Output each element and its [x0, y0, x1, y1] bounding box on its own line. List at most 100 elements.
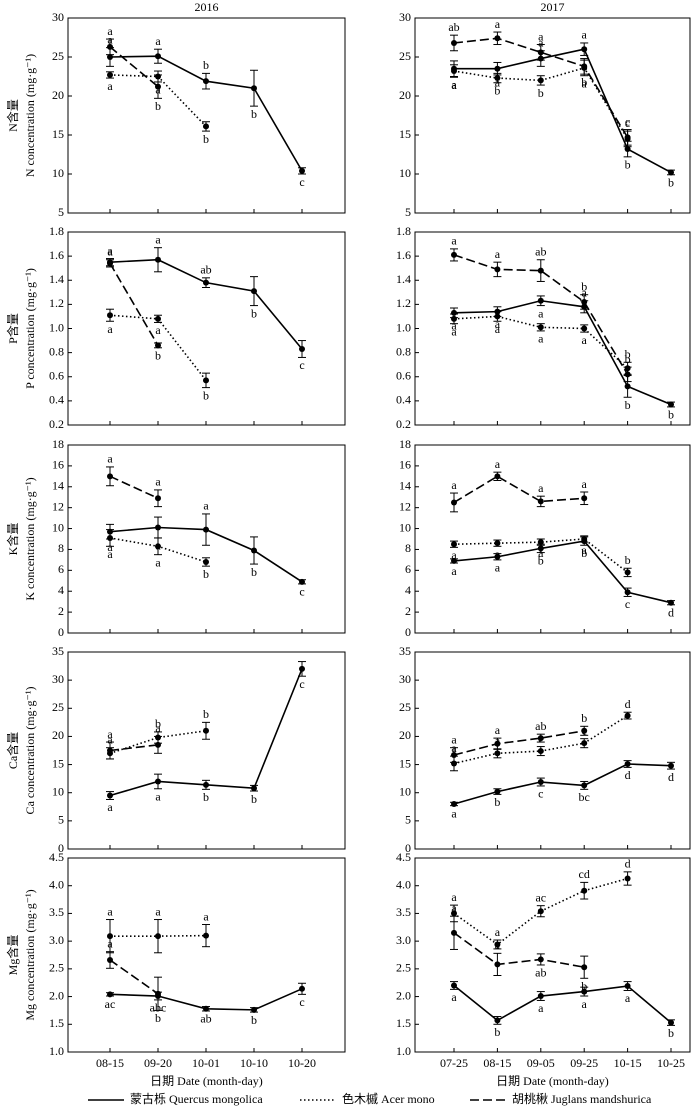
series-line — [454, 48, 672, 174]
significance-letter: a — [451, 890, 457, 904]
significance-letter: a — [451, 901, 457, 915]
significance-letter: bc — [579, 790, 590, 804]
significance-letter: b — [581, 279, 587, 293]
significance-letter: b — [155, 717, 161, 731]
series-line — [453, 763, 672, 805]
x-tick-label: 10-01 — [192, 1056, 220, 1070]
point — [537, 77, 544, 84]
point — [451, 929, 457, 936]
point — [203, 932, 209, 939]
significance-letter: a — [107, 936, 113, 950]
significance-letter: d — [625, 697, 631, 711]
y-tick-label: 20 — [52, 88, 64, 102]
point — [494, 313, 501, 320]
significance-letter: ab — [200, 263, 211, 277]
point — [451, 557, 457, 564]
significance-letter: a — [155, 790, 161, 804]
x-axis-label: 日期 Date (month-day) — [150, 1074, 263, 1088]
significance-letter: a — [155, 34, 161, 48]
significance-letter: b — [625, 352, 631, 366]
significance-letter: b — [494, 795, 500, 809]
y-tick-label: 1.8 — [396, 224, 411, 238]
legend-label: 色木槭 Acer mono — [342, 1092, 435, 1106]
significance-letter: b — [155, 99, 161, 113]
point — [107, 747, 113, 754]
significance-letter: ab — [535, 719, 546, 733]
y-tick-label: 10 — [399, 520, 411, 534]
significance-letter: a — [538, 1001, 544, 1015]
significance-letter: ac — [535, 890, 546, 904]
point — [155, 778, 161, 785]
y-tick-label: 10 — [52, 520, 64, 534]
significance-letter: b — [155, 1011, 161, 1025]
significance-letter: d — [625, 857, 631, 871]
point — [494, 540, 501, 547]
point — [668, 169, 674, 176]
significance-letter: a — [451, 78, 457, 92]
point — [299, 167, 305, 174]
significance-letter: c — [299, 677, 304, 691]
significance-letter: a — [155, 721, 161, 735]
point — [203, 279, 209, 286]
significance-letter: c — [625, 114, 630, 128]
significance-letter: ab — [535, 966, 546, 980]
significance-letter: a — [107, 24, 113, 38]
significance-letter: b — [494, 1025, 500, 1039]
significance-letter: a — [107, 547, 113, 561]
significance-letter: a — [538, 29, 544, 43]
y-tick-label: 0.2 — [396, 417, 411, 431]
point — [155, 524, 161, 531]
significance-letter: a — [107, 452, 113, 466]
significance-letter: a — [582, 477, 588, 491]
significance-letter: a — [107, 732, 113, 746]
point — [203, 377, 209, 384]
y-tick-label: 0.6 — [49, 369, 64, 383]
significance-letter: a — [155, 555, 161, 569]
y-tick-label: 25 — [52, 700, 64, 714]
y-tick-label: 1.5 — [49, 1016, 64, 1030]
point — [107, 43, 113, 50]
point — [203, 558, 209, 565]
significance-letter: b — [251, 306, 257, 320]
plot-frame — [414, 444, 691, 634]
y-tick-label: 20 — [399, 728, 411, 742]
point — [107, 71, 113, 78]
y-tick-label: 12 — [399, 499, 411, 513]
y-tick-label: 1.0 — [396, 1044, 411, 1058]
y-tick-label: 35 — [399, 644, 411, 658]
point — [494, 553, 501, 560]
y-tick-label: 2.0 — [49, 988, 64, 1002]
significance-letter: b — [251, 565, 257, 579]
y-tick-label: 15 — [52, 756, 64, 770]
y-tick-label: 15 — [399, 127, 411, 141]
significance-letter: a — [495, 547, 501, 561]
y-tick-label: 4.0 — [396, 877, 411, 891]
significance-letter: a — [625, 991, 631, 1005]
point — [624, 569, 631, 576]
y-tick-label: 30 — [52, 672, 64, 686]
point — [668, 599, 674, 606]
point — [299, 665, 305, 672]
significance-letter: a — [107, 904, 113, 918]
point — [107, 956, 113, 963]
point — [624, 383, 631, 390]
y-tick-label: 0.4 — [49, 393, 64, 407]
significance-letter: a — [495, 723, 501, 737]
point — [203, 1005, 209, 1012]
point — [537, 267, 544, 274]
point — [251, 85, 257, 92]
x-tick-label: 10-15 — [614, 1056, 642, 1070]
point — [155, 933, 161, 940]
point — [107, 260, 113, 267]
significance-letter: b — [668, 1026, 674, 1040]
y-axis-label: N concentration (mg·g⁻¹) — [23, 54, 37, 177]
significance-letter: b — [538, 86, 544, 100]
y-tick-label: 20 — [52, 728, 64, 742]
significance-letter: c — [299, 175, 304, 189]
y-tick-label: 0 — [405, 625, 411, 639]
point — [494, 788, 501, 795]
y-tick-label: 5 — [405, 813, 411, 827]
point — [107, 991, 113, 998]
plot-frame — [414, 17, 691, 214]
y-tick-label: 6 — [58, 562, 64, 576]
